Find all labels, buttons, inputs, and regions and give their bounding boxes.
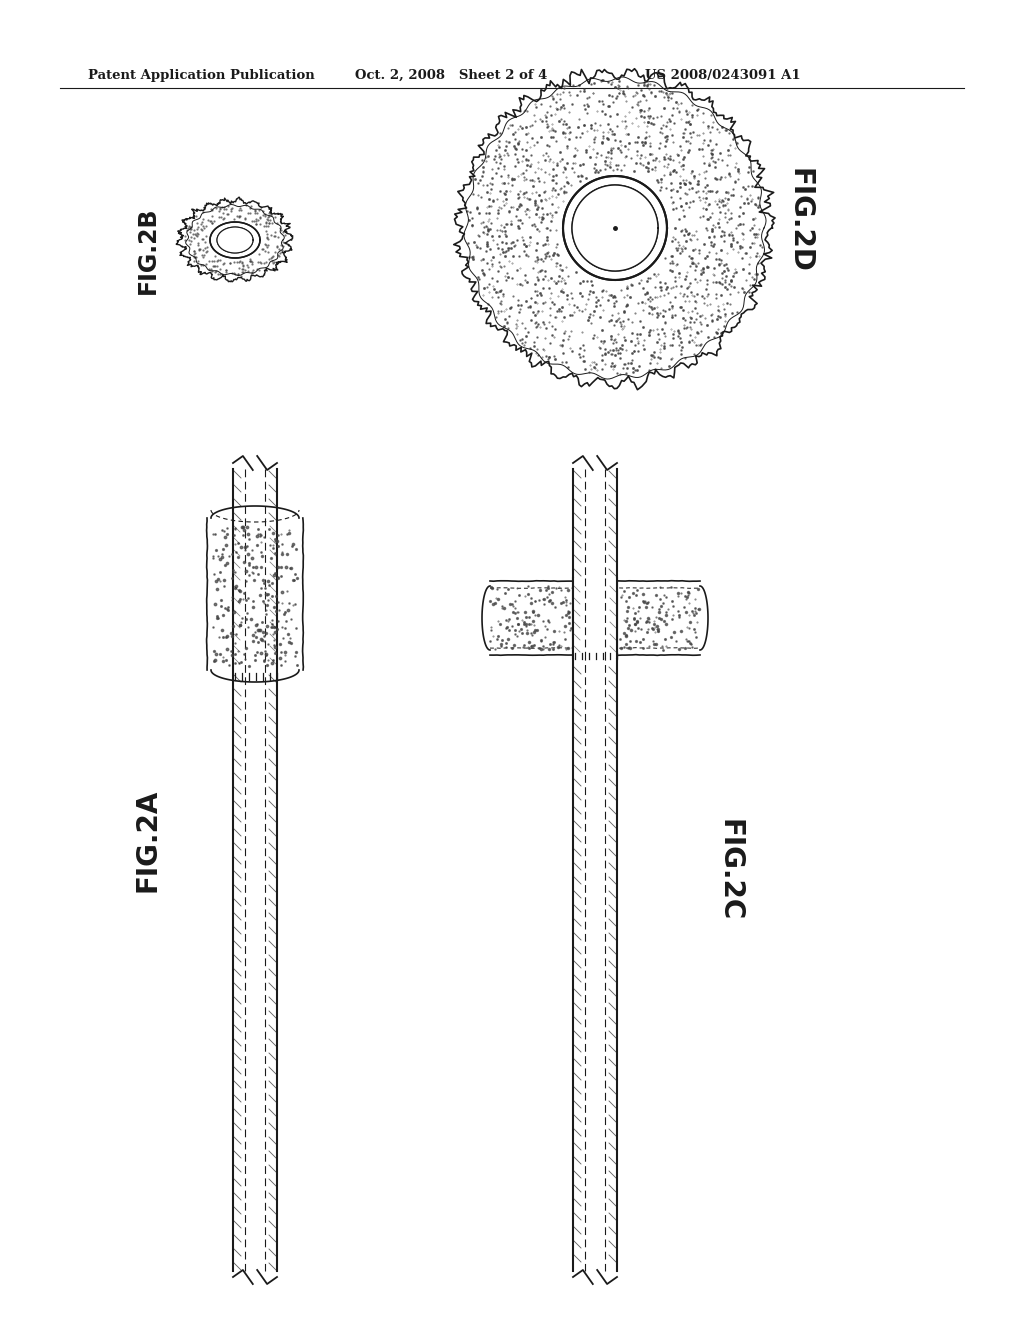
Text: FIG.2A: FIG.2A	[134, 788, 162, 892]
Text: US 2008/0243091 A1: US 2008/0243091 A1	[645, 69, 801, 82]
Polygon shape	[572, 578, 618, 657]
Polygon shape	[217, 227, 253, 253]
Polygon shape	[572, 185, 658, 271]
Text: Patent Application Publication: Patent Application Publication	[88, 69, 314, 82]
Text: Oct. 2, 2008   Sheet 2 of 4: Oct. 2, 2008 Sheet 2 of 4	[355, 69, 548, 82]
Text: FIG.2B: FIG.2B	[136, 206, 160, 294]
Text: FIG.2D: FIG.2D	[786, 168, 814, 272]
Text: FIG.2C: FIG.2C	[716, 818, 744, 921]
